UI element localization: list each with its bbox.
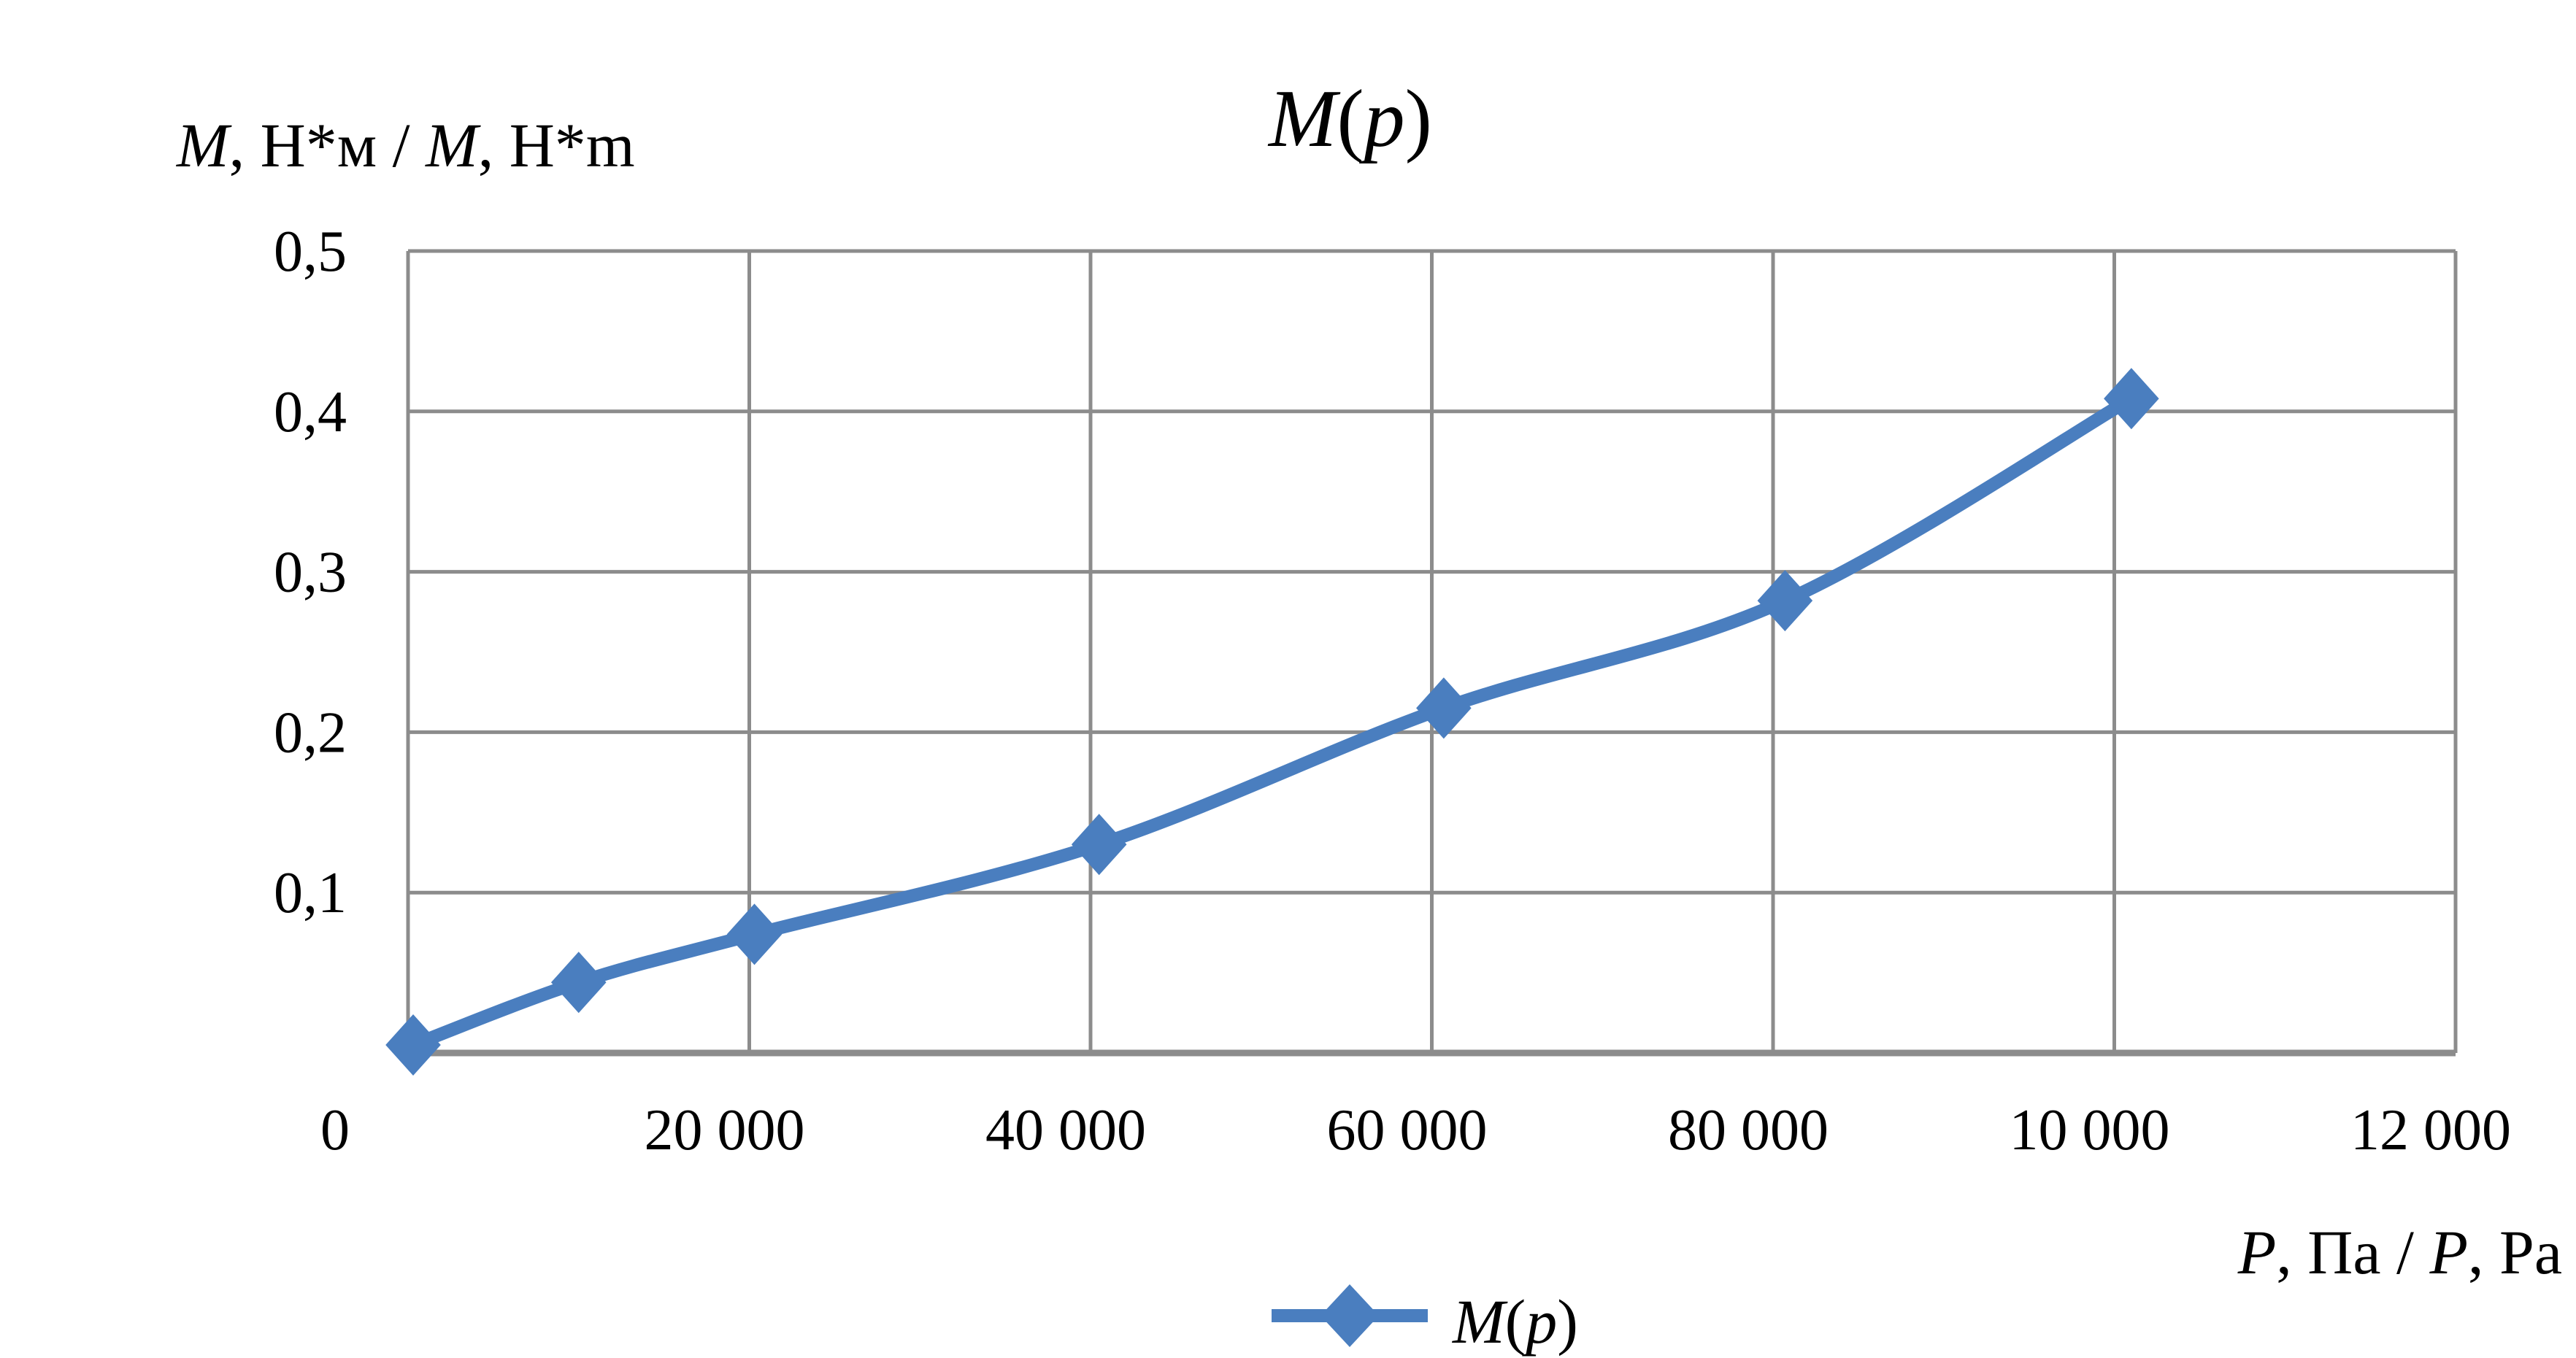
data-point-diamond (726, 903, 783, 965)
chart-title: M(p) (1267, 74, 1432, 164)
x-tick-label: 80 000 (1668, 1098, 1829, 1162)
x-tick-label: 40 000 (985, 1098, 1146, 1162)
y-tick-label: 0,1 (274, 861, 347, 925)
x-axis-ticks: 0 20 000 40 000 60 000 80 000 10 000 12 000 (320, 1098, 2511, 1162)
legend: M(p) (1272, 1284, 1578, 1357)
x-axis-label: P, Па / P, Pa (2237, 1217, 2562, 1287)
x-tick-label: 60 000 (1327, 1098, 1488, 1162)
x-tick-label: 20 000 (645, 1098, 805, 1162)
y-axis-ticks: 0,1 0,2 0,3 0,4 0,5 (274, 220, 347, 925)
data-point-diamond (1757, 570, 1813, 632)
gridlines (406, 249, 2458, 1057)
y-tick-label: 0,5 (274, 220, 347, 284)
x-tick-label: 0 (320, 1098, 350, 1162)
x-tick-label: 12 000 (2350, 1098, 2511, 1162)
y-tick-label: 0,4 (274, 380, 347, 444)
x-tick-label: 10 000 (2010, 1098, 2170, 1162)
y-tick-label: 0,3 (274, 541, 347, 605)
data-point-diamond (2104, 368, 2159, 430)
y-tick-label: 0,2 (274, 701, 347, 765)
data-point-diamond (1071, 814, 1127, 876)
legend-label: M(p) (1451, 1286, 1578, 1357)
y-axis-label: M, Н*м / M, Н*m (175, 110, 635, 180)
series-line (410, 393, 2135, 1052)
data-point-diamond (385, 1014, 441, 1076)
data-point-diamond (550, 952, 607, 1014)
data-point-diamond (1416, 677, 1472, 739)
legend-diamond-icon (1320, 1284, 1379, 1347)
series-layer (385, 368, 2159, 1076)
